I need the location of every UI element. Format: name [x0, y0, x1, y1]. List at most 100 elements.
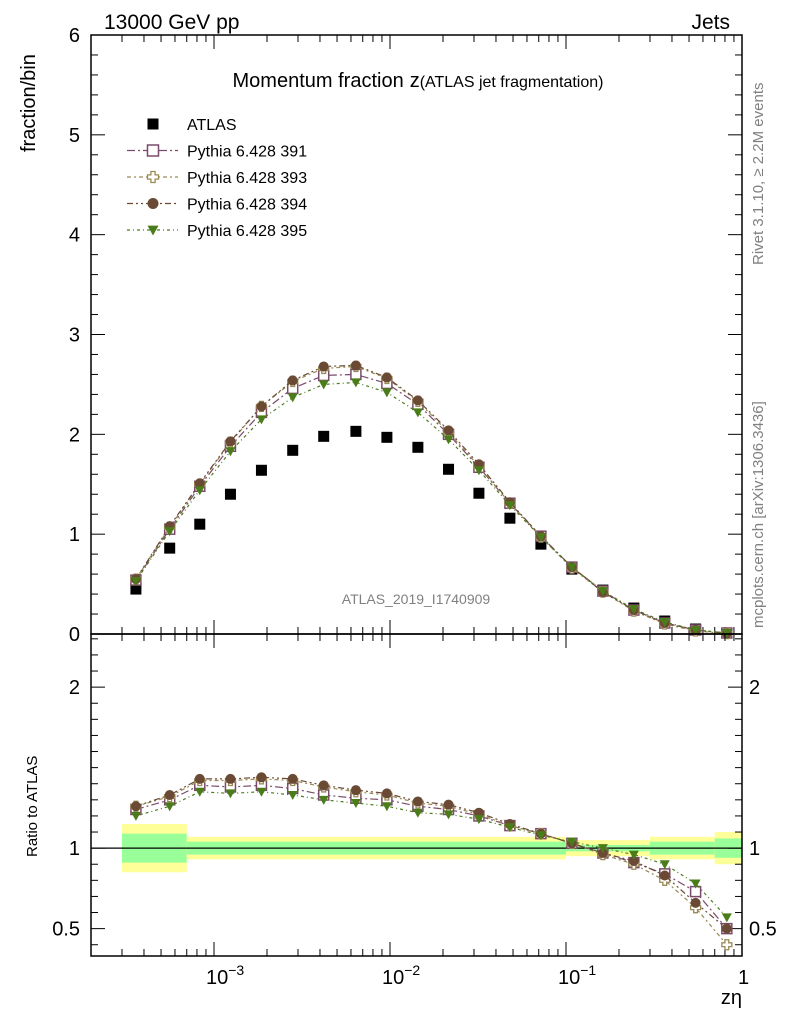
x-tick-exponent: −3: [228, 962, 244, 978]
y-tick-label: 6: [69, 25, 80, 47]
legend-marker: [147, 198, 159, 209]
ratio-data-point: [504, 823, 515, 833]
data-point: [194, 486, 205, 496]
ratio-data-point: [659, 870, 670, 881]
ratio-plot-frame: [90, 633, 743, 957]
ratio-data-point: [566, 837, 577, 847]
data-point: [381, 372, 392, 383]
data-point: [350, 360, 361, 371]
legend-label: Pythia 6.428 394: [187, 197, 307, 214]
ratio-data-point: [287, 773, 298, 784]
legend-label: ATLAS: [187, 117, 237, 134]
data-point: [443, 463, 455, 475]
ratio-data-point: [659, 860, 670, 870]
main-plot-title: Momentum fraction z(ATLAS jet fragmentati…: [233, 70, 604, 92]
data-point: [535, 538, 547, 550]
ratio-data-point: [256, 787, 267, 797]
data-point: [350, 378, 361, 388]
main-plot-watermark: ATLAS_2019_I1740909: [342, 591, 491, 607]
legend-marker: [147, 118, 159, 130]
x-tick-label: 1: [738, 967, 749, 989]
x-tick-exponent: −1: [580, 962, 596, 978]
data-point: [535, 533, 546, 543]
data-point: [130, 583, 142, 595]
ratio-data-point: [130, 801, 141, 812]
data-point: [256, 401, 267, 412]
ratio-data-point: [690, 879, 701, 889]
ratio-data-point: [412, 808, 423, 818]
legend-marker: [146, 170, 160, 184]
data-point: [256, 415, 267, 425]
data-point: [412, 408, 423, 418]
header-left: 13000 GeV pp: [104, 11, 239, 34]
data-point: [318, 380, 329, 390]
data-point: [473, 487, 485, 499]
main-plot-ticks: 0 1 2 3 4 5 6: [69, 25, 743, 646]
x-tick-label: 10−1: [558, 962, 596, 989]
data-point: [287, 375, 298, 386]
legend: ATLAS Pythia 6.428 391 Pythia 6.428 393 Pyt…: [127, 117, 307, 240]
x-tick-exponent: −2: [404, 962, 420, 978]
y-tick-label-right: 2: [749, 677, 760, 699]
x-tick-base: 10: [382, 967, 404, 989]
main-plot-title-symbol: z: [410, 70, 420, 92]
rivet-label: Rivet 3.1.10, ≥ 2.2M events: [750, 83, 767, 266]
header-right: Jets: [691, 11, 730, 34]
legend-label: Pythia 6.428 391: [187, 144, 307, 161]
legend-label: Pythia 6.428 395: [187, 223, 307, 240]
x-tick-label: 10−2: [382, 962, 420, 989]
data-point: [381, 431, 393, 443]
data-point: [504, 501, 515, 511]
data-point: [597, 587, 608, 597]
data-point: [566, 563, 577, 573]
y-tick-label: 4: [69, 225, 80, 247]
x-tick-base: 10: [206, 967, 228, 989]
legend-marker: [146, 144, 160, 157]
y-tick-label: 5: [69, 125, 80, 147]
data-point: [194, 518, 206, 530]
data-point: [443, 435, 454, 445]
data-point: [194, 478, 205, 489]
ratio-data-point: [318, 780, 329, 791]
ratio-data-point: [628, 850, 639, 860]
mcplots-label: mcplots.cern.ch [arXiv:1306.3436]: [750, 401, 767, 628]
data-point: [628, 605, 639, 615]
ratio-data-point: [412, 796, 423, 807]
ratio-series-line: [135, 776, 728, 930]
ratio-data-point: [597, 844, 608, 854]
main-plot-title-text: Momentum fraction: [233, 70, 404, 92]
ratio-data-point: [350, 785, 361, 796]
ratio-data-point: [690, 897, 701, 908]
data-point: [225, 447, 236, 457]
data-point: [224, 488, 236, 500]
ratio-data-point: [381, 802, 392, 812]
data-point: [504, 512, 516, 524]
legend-marker: [147, 225, 159, 236]
y-tick-label: 0.5: [52, 919, 80, 941]
series-line: [135, 365, 727, 635]
ratio-data-point: [443, 810, 454, 820]
ratio-data-point: [721, 939, 733, 951]
y-tick-label: 2: [69, 677, 80, 699]
ratio-data-point: [721, 923, 732, 934]
y-tick-label-right: 1: [749, 838, 760, 860]
ratio-data-point: [164, 802, 175, 812]
series-line: [135, 381, 727, 634]
y-tick-label-right: 0.5: [749, 919, 777, 941]
ratio-plot-series: [130, 772, 733, 951]
ratio-data-point: [318, 795, 329, 805]
series-line: [135, 364, 727, 635]
main-plot-series: [130, 360, 733, 640]
data-point: [381, 388, 392, 398]
x-tick-base: 10: [558, 967, 580, 989]
ratio-plot-panel: 0.5 0.51 12 210−3 10−2 10−1 1 Ratio to ATLAS z…: [24, 633, 777, 1009]
ratio-data-point: [225, 773, 236, 784]
data-point: [350, 425, 362, 437]
ratio-data-point: [164, 790, 175, 800]
ratio-plot-ticks: 0.5 0.51 12 210−3 10−2 10−1 1: [52, 634, 777, 989]
data-point: [443, 425, 454, 436]
data-point: [318, 430, 330, 442]
data-point: [318, 361, 329, 372]
x-axis-label: zη: [721, 987, 742, 1009]
